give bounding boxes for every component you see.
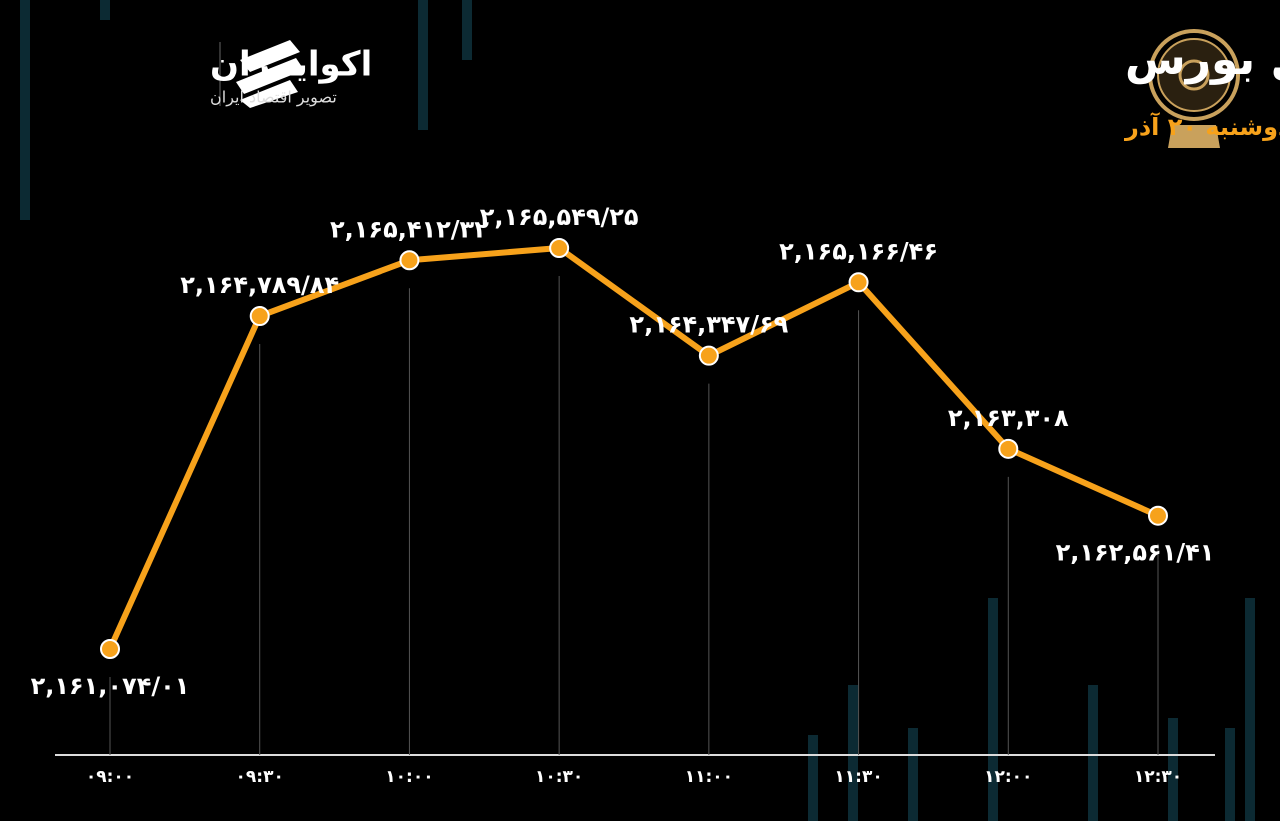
point: [1148, 505, 1168, 526]
value-label: ۲,۱۶۴,۳۴۷/۶۹: [629, 311, 788, 339]
value-label: ۲,۱۶۵,۴۱۲/۳۲: [330, 215, 489, 243]
x-tick-label: ۱۰:۳۰: [535, 767, 583, 787]
point: [249, 306, 270, 327]
brand-tagline: تصویر اقتصاد ایران: [210, 88, 337, 108]
value-label: ۲,۱۶۱,۰۷۴/۰۱: [31, 672, 190, 700]
bourse-logo: [1148, 29, 1240, 148]
chart-subtitle: دوشنبه ۲۰ آذر: [1124, 112, 1280, 141]
point: [100, 639, 120, 659]
x-tick-label: ۰۹:۳۰: [236, 767, 284, 787]
value-label: ۲,۱۶۲,۵۶۱/۴۱: [1056, 539, 1215, 567]
point: [848, 272, 869, 293]
value-label: ۲,۱۶۵,۱۶۶/۴۶: [779, 237, 938, 265]
point: [549, 238, 570, 258]
x-tick-label: ۱۲:۰۰: [984, 767, 1032, 787]
brand-name: اکوایــران: [210, 45, 372, 85]
point: [998, 438, 1019, 459]
x-tick-label: ۱۱:۰۰: [685, 767, 733, 787]
value-label: ۲,۱۶۵,۵۴۹/۲۵: [480, 203, 639, 231]
x-tick-label: ۱۱:۳۰: [834, 767, 882, 787]
x-tick-label: ۰۹:۰۰: [86, 767, 134, 787]
line: [107, 245, 1160, 651]
point: [399, 250, 420, 271]
point: [698, 345, 719, 366]
value-label: ۲,۱۶۳,۳۰۸: [948, 404, 1069, 432]
x-tick-label: ۱۲:۳۰: [1134, 767, 1182, 787]
brand-logo: [219, 40, 304, 108]
x-tick-label: ۱۰:۰۰: [385, 767, 433, 787]
decoration: [20, 0, 1255, 821]
chart-title: روند شاخص کل بورس: [1125, 34, 1280, 85]
value-label: ۲,۱۶۴,۷۸۹/۸۴: [180, 271, 339, 299]
